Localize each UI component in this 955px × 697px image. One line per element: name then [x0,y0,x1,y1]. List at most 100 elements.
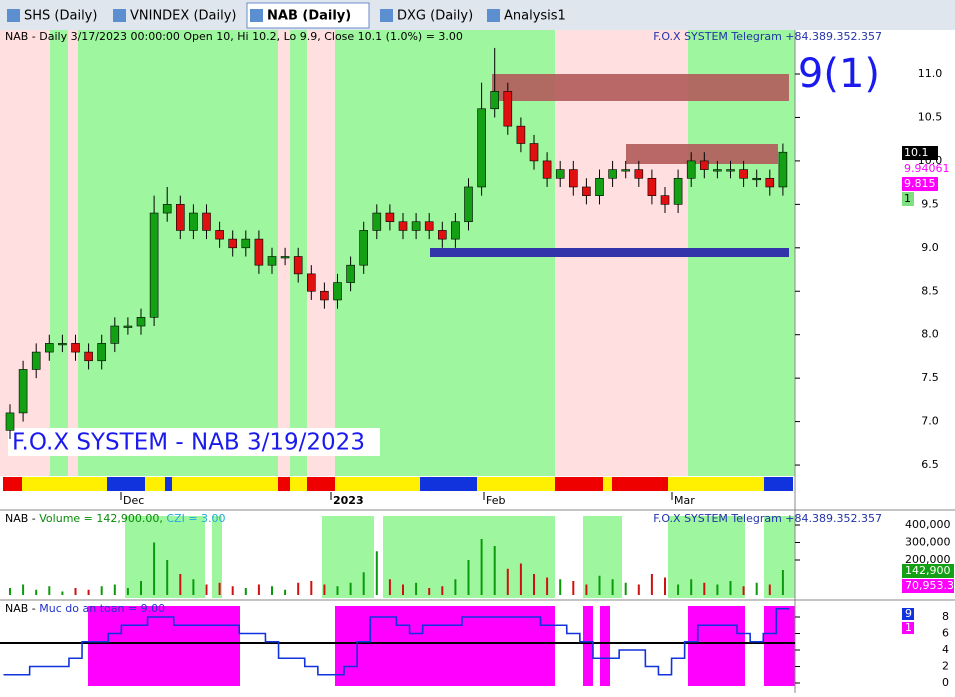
prefix: NAB - [5,512,39,525]
volume-bar [585,584,588,595]
safety-tag-label: 9 [905,607,912,620]
tab-icon [380,9,393,22]
candle-body [503,91,513,127]
price-tag-label: 9.94061 [904,162,950,175]
candle-body [293,256,303,275]
strip [145,477,165,491]
volume-bar [716,584,719,595]
volume-bar [74,588,77,595]
volume-bar [349,582,352,595]
candle-body [202,212,211,231]
strip [764,477,793,491]
price-tag-label: 9.815 [904,177,936,190]
candle-body [516,125,526,144]
tab-label[interactable]: VNINDEX (Daily) [130,9,236,24]
candle-body [84,351,93,362]
tab-icon [250,9,263,22]
candle-body [241,238,251,249]
tab-icon [487,9,500,22]
volume-bar [572,581,575,595]
candle-body [582,186,591,196]
resistance-box [626,144,778,164]
candle-body [437,230,447,240]
volume-bar [415,582,418,595]
volume-bar [257,584,260,595]
zone [78,30,278,476]
volume-bar [388,579,391,595]
support-band [430,248,789,257]
volume-bar [218,582,221,595]
candle-body [5,412,15,431]
price-header: NAB - Daily 3/17/2023 00:00:00 Open 10, … [5,30,463,43]
volume-bar [637,584,640,595]
volume-bar [87,589,90,595]
strip [172,477,278,491]
zone [764,516,795,598]
watermark-bg [8,428,380,456]
candle-body [346,264,355,283]
candle-body [673,177,683,205]
candle-body [477,108,486,188]
strip [612,477,668,491]
zone [278,30,290,476]
volume-bar [506,568,509,595]
zone [335,606,555,686]
candle-body [752,177,762,181]
strip [477,477,555,491]
tab-label[interactable]: SHS (Daily) [24,9,97,24]
volume-tag-label: 142,900 [905,564,951,577]
candle-body [18,369,28,414]
price-tag [902,192,914,206]
zone [68,30,78,476]
candle-body [372,212,382,231]
volume-bar [781,569,784,595]
volume-bar [375,551,378,595]
y-tick-label: 8.0 [921,328,939,341]
candle-body [398,221,408,231]
tab[interactable] [246,2,370,29]
safety-header: NAB - Muc do an toan = 9.00 [5,602,165,615]
candle-body [162,204,172,214]
candle-body [123,325,133,328]
volume-bar [428,588,431,595]
volume-bar [323,584,326,595]
y-tick-label: 4 [942,643,949,656]
y-tick-label: 7.5 [921,371,939,384]
candle-body [542,160,552,179]
tab[interactable] [4,3,104,28]
volume-bar [244,588,247,595]
y-tick-label: 6.5 [921,458,939,471]
volume-bar [755,582,758,595]
y-tick-label: 10.5 [918,110,943,123]
tab-label[interactable]: Analysis1 [504,9,566,24]
y-tick-label: 0 [942,676,949,689]
strip [290,477,307,491]
candle-body [686,160,696,179]
volume-bar [113,584,116,595]
tab[interactable] [377,3,477,28]
safety-tag-label: 1 [905,621,912,634]
volume-bar [166,560,169,595]
zone [322,516,374,598]
candle-body [555,169,565,179]
tab-label[interactable]: NAB (Daily) [267,9,351,24]
volume-bar [362,572,365,595]
tab-label[interactable]: DXG (Daily) [397,9,473,24]
y-tick-label: 6 [942,627,949,640]
volume-bar [559,579,562,595]
y-tick-label: 200,000 [905,553,951,566]
candle-body [385,212,395,223]
strip [278,477,290,491]
candle-body [713,169,722,172]
volume-bar [454,579,457,595]
volume-bar [402,584,404,595]
volume-bar [519,563,522,595]
volume-bar [153,542,156,595]
candle-body [149,212,159,318]
tab[interactable] [110,3,242,28]
candle-body [359,230,369,266]
volume-bar [35,589,38,595]
volume-bar [677,584,680,595]
strip [107,477,145,491]
candle-body [228,238,237,249]
